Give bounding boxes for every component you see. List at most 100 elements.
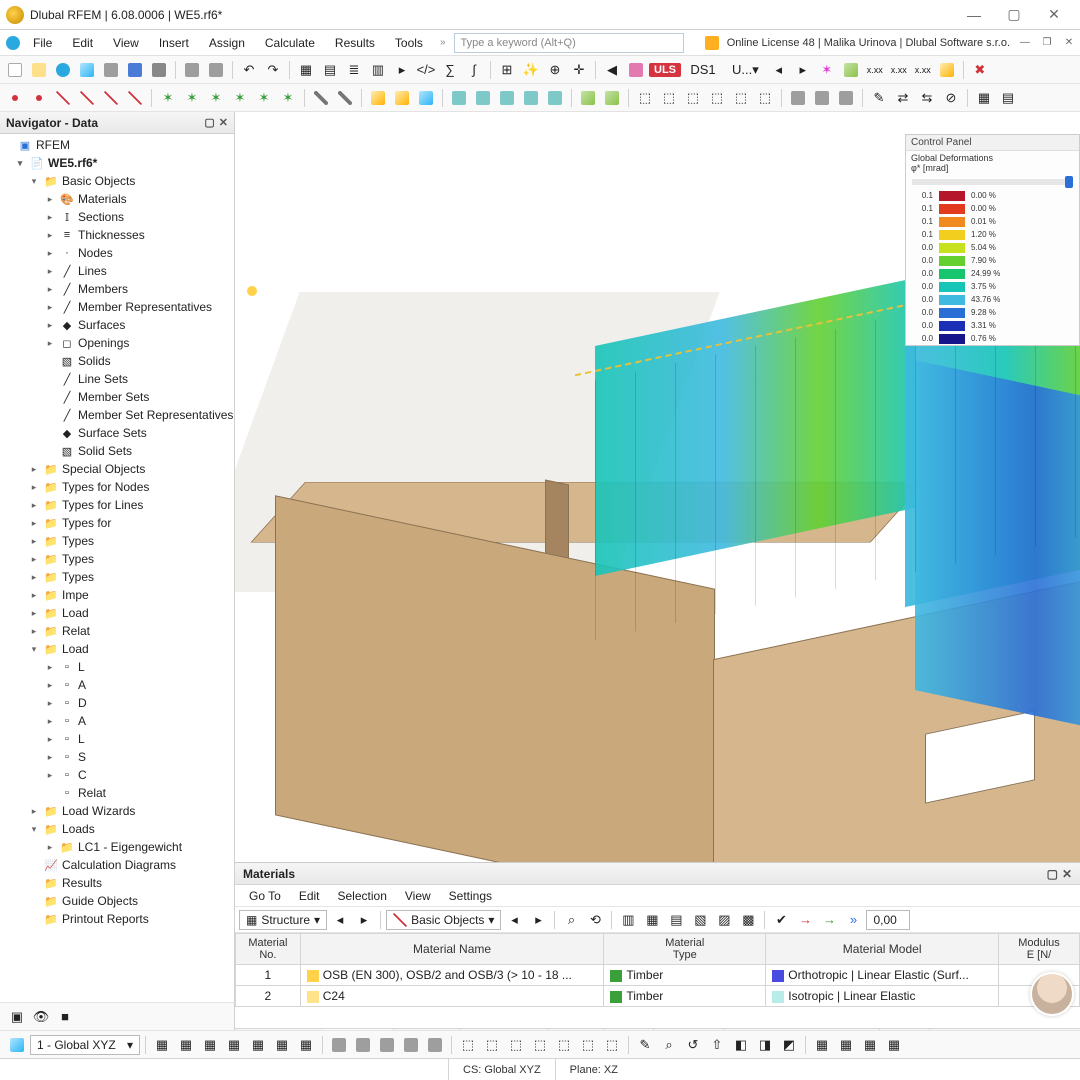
cube-tool-1[interactable] bbox=[367, 87, 389, 109]
navigator-close-icon[interactable]: ✕ bbox=[219, 116, 228, 129]
mesh-tool-3[interactable] bbox=[835, 87, 857, 109]
list-button[interactable]: ≣ bbox=[343, 59, 365, 81]
bt-grid-3[interactable]: ▦ bbox=[859, 1034, 881, 1056]
number-field[interactable]: 0,00 bbox=[866, 910, 910, 930]
script-button[interactable]: </> bbox=[415, 59, 437, 81]
tree-item[interactable]: ▧Solid Sets bbox=[0, 442, 234, 460]
mdi-restore-icon[interactable]: ❐ bbox=[1040, 36, 1054, 50]
materials-table[interactable]: MaterialNo. Material Name MaterialType M… bbox=[235, 933, 1080, 1028]
edit-tool-2[interactable]: ⇄ bbox=[892, 87, 914, 109]
mat-prev2[interactable]: ◂ bbox=[503, 909, 525, 931]
tree-model[interactable]: ▾📄WE5.rf6* bbox=[0, 154, 234, 172]
misc-tool-1[interactable]: ▦ bbox=[973, 87, 995, 109]
tree-group[interactable]: ▸📁Types bbox=[0, 550, 234, 568]
tree-group[interactable]: ▸📁Types for Nodes bbox=[0, 478, 234, 496]
cube-tool-2[interactable] bbox=[391, 87, 413, 109]
search-input[interactable]: Type a keyword (Alt+Q) bbox=[454, 33, 684, 53]
ds-combo[interactable]: DS1 bbox=[683, 59, 723, 81]
dim-xxx3-button[interactable]: x.xx bbox=[912, 59, 934, 81]
star-tool-4[interactable]: ✶ bbox=[229, 87, 251, 109]
blocks-button[interactable] bbox=[76, 59, 98, 81]
tree-load-child[interactable]: ▸▫L bbox=[0, 730, 234, 748]
tree-item[interactable]: ◆Surface Sets bbox=[0, 424, 234, 442]
bt-5[interactable]: ▦ bbox=[247, 1034, 269, 1056]
node-tool[interactable] bbox=[4, 87, 26, 109]
materials-menu-goto[interactable]: Go To bbox=[241, 887, 289, 905]
table-button[interactable]: ▦ bbox=[295, 59, 317, 81]
grid-btn-3[interactable]: ▤ bbox=[665, 909, 687, 931]
tree-load-child[interactable]: ▸▫A bbox=[0, 676, 234, 694]
bt-view-5[interactable]: ⬚ bbox=[553, 1034, 575, 1056]
sel-lasso-button[interactable]: ⌕ bbox=[560, 909, 582, 931]
surf-tool-2[interactable] bbox=[472, 87, 494, 109]
surf-tool-4[interactable] bbox=[520, 87, 542, 109]
tree-tail-item[interactable]: 📈Calculation Diagrams bbox=[0, 856, 234, 874]
tree-load-child[interactable]: ▸▫A bbox=[0, 712, 234, 730]
tree-group[interactable]: ▸📁Impe bbox=[0, 586, 234, 604]
cloud-button[interactable] bbox=[52, 59, 74, 81]
save-copy-button[interactable] bbox=[100, 59, 122, 81]
grid-btn-5[interactable]: ▨ bbox=[713, 909, 735, 931]
bt-edit-7[interactable]: ◩ bbox=[778, 1034, 800, 1056]
sel-pick-button[interactable]: ⟲ bbox=[584, 909, 606, 931]
lc-pick-button[interactable] bbox=[625, 59, 647, 81]
bt-edit-5[interactable]: ◧ bbox=[730, 1034, 752, 1056]
cube-result-button[interactable] bbox=[936, 59, 958, 81]
save-button[interactable] bbox=[124, 59, 146, 81]
tree-item[interactable]: ▸𝕀Sections bbox=[0, 208, 234, 226]
menu-insert[interactable]: Insert bbox=[150, 33, 198, 53]
bt-edit-4[interactable]: ⇧ bbox=[706, 1034, 728, 1056]
grid-button[interactable]: ⊞ bbox=[496, 59, 518, 81]
cancel-red-button[interactable]: ✖ bbox=[969, 59, 991, 81]
bt-2[interactable]: ▦ bbox=[175, 1034, 197, 1056]
member-tool-1[interactable] bbox=[310, 87, 332, 109]
render-canvas[interactable]: Control Panel Global Deformationsφ* [mra… bbox=[235, 112, 1080, 862]
cs-icon[interactable] bbox=[6, 1034, 28, 1056]
bt-cube-2[interactable] bbox=[352, 1034, 374, 1056]
cube-tool-3[interactable] bbox=[415, 87, 437, 109]
tree-basic-objects[interactable]: ▾📁Basic Objects bbox=[0, 172, 234, 190]
menu-file[interactable]: File bbox=[24, 33, 61, 53]
star-tool-6[interactable]: ✶ bbox=[277, 87, 299, 109]
col-no[interactable]: MaterialNo. bbox=[236, 934, 301, 965]
bt-7[interactable]: ▦ bbox=[295, 1034, 317, 1056]
bt-edit-1[interactable]: ✎ bbox=[634, 1034, 656, 1056]
view-tool-3[interactable]: ⬚ bbox=[682, 87, 704, 109]
nav-tab-eye-icon[interactable]: 👁 bbox=[30, 1006, 52, 1028]
navigator-pin-icon[interactable]: ▢ bbox=[204, 116, 214, 129]
tree-tail-item[interactable]: 📁Printout Reports bbox=[0, 910, 234, 928]
bt-6[interactable]: ▦ bbox=[271, 1034, 293, 1056]
tree-group[interactable]: ▸📁Load bbox=[0, 604, 234, 622]
tree-load-child[interactable]: ▸▫C bbox=[0, 766, 234, 784]
basic-objects-combo[interactable]: Basic Objects▾ bbox=[386, 910, 501, 930]
bt-grid-4[interactable]: ▦ bbox=[883, 1034, 905, 1056]
view-tool-2[interactable]: ⬚ bbox=[658, 87, 680, 109]
maximize-button[interactable]: ▢ bbox=[994, 2, 1034, 28]
tree-item[interactable]: ▸╱Lines bbox=[0, 262, 234, 280]
edit-tool-3[interactable]: ⇆ bbox=[916, 87, 938, 109]
panel-button[interactable]: ▥ bbox=[367, 59, 389, 81]
new-file-button[interactable] bbox=[4, 59, 26, 81]
materials-close-icon[interactable]: ✕ bbox=[1062, 867, 1072, 881]
menu-view[interactable]: View bbox=[104, 33, 148, 53]
tree-relat[interactable]: ▫Relat bbox=[0, 784, 234, 802]
star-tool-5[interactable]: ✶ bbox=[253, 87, 275, 109]
snap-button[interactable]: ⊕ bbox=[544, 59, 566, 81]
tree-group[interactable]: ▸📁Types bbox=[0, 532, 234, 550]
table-row[interactable]: 1 OSB (EN 300), OSB/2 and OSB/3 (> 10 - … bbox=[236, 965, 1080, 986]
paste-button[interactable] bbox=[205, 59, 227, 81]
menu-tools[interactable]: Tools bbox=[386, 33, 432, 53]
dim-xxx2-button[interactable]: x.xx bbox=[888, 59, 910, 81]
tree-group[interactable]: ▸📁Relat bbox=[0, 622, 234, 640]
tree-item[interactable]: ╱Member Set Representatives bbox=[0, 406, 234, 424]
tree-item[interactable]: ▸≡Thicknesses bbox=[0, 226, 234, 244]
view-tool-5[interactable]: ⬚ bbox=[730, 87, 752, 109]
navigator-tree[interactable]: ▣RFEM ▾📄WE5.rf6* ▾📁Basic Objects ▸🎨Mater… bbox=[0, 134, 234, 1052]
menu-overflow-icon[interactable]: » bbox=[434, 37, 452, 48]
bt-cube-5[interactable] bbox=[424, 1034, 446, 1056]
menu-calculate[interactable]: Calculate bbox=[256, 33, 324, 53]
badge-check-button[interactable]: ✔ bbox=[770, 909, 792, 931]
arrow-green-button[interactable]: → bbox=[818, 909, 840, 931]
app-menu-icon[interactable] bbox=[4, 36, 22, 50]
tree-item[interactable]: ▧Solids bbox=[0, 352, 234, 370]
